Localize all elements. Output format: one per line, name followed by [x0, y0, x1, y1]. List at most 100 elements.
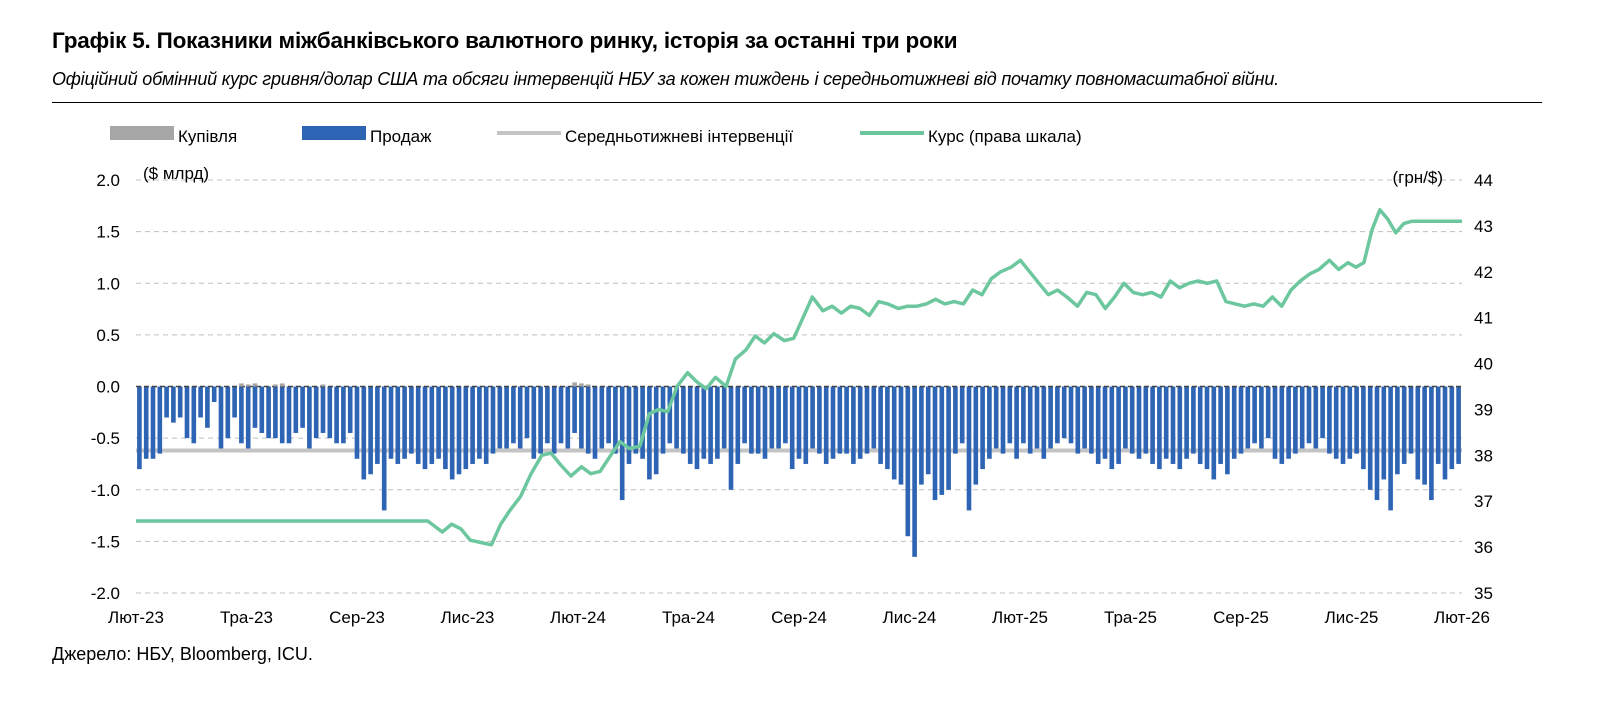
- sell-bar: [871, 386, 877, 449]
- legend-label-rate: Курс (права шкала): [928, 127, 1082, 146]
- sell-bar: [334, 386, 339, 444]
- sell-bar: [715, 386, 720, 459]
- right-axis-unit: (грн/$): [1392, 168, 1443, 187]
- sell-bar: [320, 386, 326, 433]
- sell-bar: [1068, 386, 1074, 444]
- sell-bar: [150, 386, 156, 459]
- sell-bar: [633, 386, 639, 454]
- sell-bar: [912, 386, 917, 557]
- sell-bar: [973, 386, 979, 485]
- sell-bar: [721, 386, 727, 449]
- sell-bar: [239, 386, 244, 444]
- sell-bar: [1361, 386, 1366, 470]
- y-left-tick: -1.0: [91, 481, 120, 500]
- sell-bar: [211, 386, 217, 402]
- sell-bar: [1014, 386, 1019, 459]
- sell-bar: [728, 386, 734, 490]
- sell-bar: [783, 386, 788, 444]
- legend-label-sell: Продаж: [370, 127, 432, 146]
- x-tick-label: Тра-23: [220, 608, 273, 627]
- sell-bar: [626, 386, 632, 464]
- sell-bar: [422, 386, 428, 470]
- sell-bar: [1177, 386, 1183, 470]
- left-axis-unit: ($ млрд): [143, 164, 209, 183]
- sell-bar: [164, 386, 169, 418]
- sell-bar: [1340, 386, 1346, 464]
- sell-bar: [545, 386, 550, 444]
- sell-bar: [1157, 386, 1162, 470]
- sell-bar: [477, 386, 482, 459]
- chart-subtitle: Офіційний обмінний курс гривня/долар США…: [52, 69, 1279, 89]
- buy-bars: [239, 382, 591, 387]
- sell-bar: [1055, 386, 1060, 444]
- legend-label-avg: Середньотижневі інтервенції: [565, 127, 793, 146]
- sell-bar: [511, 386, 516, 444]
- sell-bar: [1245, 386, 1251, 449]
- sell-bar: [375, 386, 380, 464]
- sell-bar: [443, 386, 448, 470]
- sell-bar: [1429, 386, 1434, 501]
- sell-bar: [810, 386, 815, 449]
- sell-bar: [517, 386, 523, 449]
- sell-bar: [1381, 386, 1387, 480]
- sell-bar: [1395, 386, 1400, 475]
- sell-bar: [823, 386, 829, 464]
- source-note: Джерело: НБУ, Bloomberg, ICU.: [52, 644, 313, 664]
- sell-bar: [361, 386, 367, 480]
- sell-bar: [225, 386, 231, 439]
- sell-bar: [592, 386, 598, 459]
- buy-bar: [252, 383, 258, 387]
- sell-bar: [1204, 386, 1210, 470]
- x-tick-label: Лис-24: [883, 608, 937, 627]
- sell-bar: [993, 386, 999, 449]
- y-left-tick: 0.0: [96, 378, 120, 397]
- sell-bar: [585, 386, 591, 454]
- sell-bar: [1408, 386, 1414, 454]
- buy-bar: [273, 384, 278, 387]
- sell-bar: [769, 386, 775, 449]
- sell-bar: [429, 386, 435, 464]
- sell-bar: [830, 386, 836, 459]
- x-tick-label: Сер-25: [1213, 608, 1269, 627]
- sell-bar: [313, 386, 319, 439]
- sell-bar: [1109, 386, 1115, 470]
- sell-bar: [803, 386, 809, 464]
- sell-bar: [579, 386, 584, 449]
- sell-bar: [1048, 386, 1053, 449]
- sell-bar: [694, 386, 700, 470]
- sell-bar: [497, 386, 503, 449]
- sell-bar: [1225, 386, 1230, 475]
- sell-bar: [1034, 386, 1040, 449]
- sell-bar: [1367, 386, 1373, 490]
- sell-bar: [198, 386, 203, 418]
- sell-bar: [266, 386, 271, 439]
- legend: Купівля Продаж Середньотижневі інтервенц…: [110, 126, 1082, 146]
- sell-bar: [687, 386, 693, 464]
- sell-bar: [1238, 386, 1244, 454]
- sell-bar: [1197, 386, 1203, 464]
- sell-bar: [932, 386, 938, 501]
- sell-bar: [409, 386, 414, 454]
- sell-bar: [1347, 386, 1353, 459]
- y-right-tick: 44: [1474, 171, 1493, 190]
- sell-bar: [300, 386, 305, 428]
- sell-bar: [463, 386, 469, 470]
- sell-bar: [524, 386, 530, 439]
- exchange-rate-line: [136, 208, 1462, 547]
- sell-bar: [490, 386, 496, 454]
- sell-bar: [381, 386, 387, 511]
- sell-bar: [667, 386, 673, 444]
- sell-bar: [1150, 386, 1155, 464]
- legend-swatch-buy: [110, 126, 174, 140]
- sell-bar: [368, 386, 373, 475]
- sell-bar: [1313, 386, 1319, 449]
- sell-bar: [558, 386, 564, 444]
- sell-bar: [415, 386, 421, 464]
- sell-bar: [647, 386, 652, 480]
- x-tick-label: Лис-25: [1325, 608, 1379, 627]
- axes-text: 2.0 1.5 1.0 0.5 0.0 -0.5 -1.0 -1.5 -2.0 44 43 42 41 4…: [91, 171, 1493, 627]
- sell-bar: [980, 386, 985, 470]
- sell-bar: [1306, 386, 1312, 444]
- sell-bar: [1320, 386, 1325, 439]
- sell-bar: [1435, 386, 1441, 464]
